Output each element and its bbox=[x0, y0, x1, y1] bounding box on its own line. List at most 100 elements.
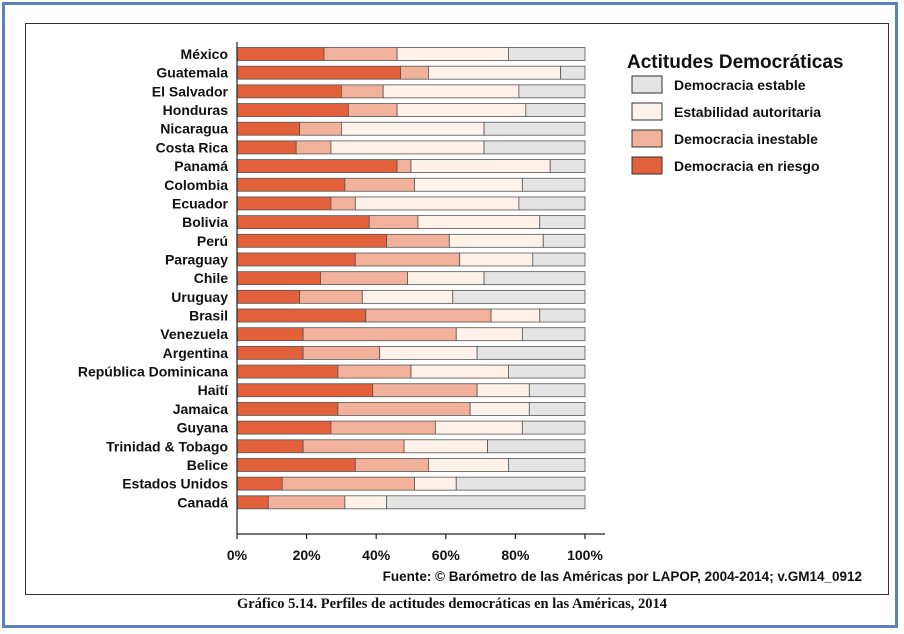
bar-segment-canada-democracia-estable bbox=[386, 495, 586, 510]
bar-segment-colombia-democracia-estable bbox=[521, 177, 586, 192]
bar-segment-belice-democracia-inestable bbox=[354, 458, 429, 472]
category-label-panama: Panamá bbox=[174, 158, 228, 174]
bar-segment-honduras-democracia-inestable bbox=[347, 103, 398, 117]
x-tick-label: 60% bbox=[432, 547, 461, 563]
bar-segment-mexico-democracia-inestable bbox=[323, 47, 398, 61]
figure-caption: Gráfico 5.14. Perfiles de actitudes demo… bbox=[236, 596, 668, 612]
bar-segment-belice-democracia-estable bbox=[508, 458, 586, 472]
bar-segment-honduras-democracia-estable bbox=[525, 103, 586, 117]
bar-segment-trinidad-tobago-democracia-estable bbox=[487, 439, 586, 454]
category-label-costa-rica: Costa Rica bbox=[156, 139, 229, 155]
category-label-honduras: Honduras bbox=[163, 102, 229, 118]
legend-label-democracia-estable: Democracia estable bbox=[674, 77, 806, 93]
bar-segment-belice-estabilidad-autoritaria bbox=[427, 458, 509, 472]
legend-swatch-estabilidad-autoritaria bbox=[631, 102, 663, 121]
category-label-el-salvador: El Salvador bbox=[152, 83, 229, 99]
bar-segment-chile-democracia-estable bbox=[483, 271, 586, 286]
bar-segment-haiti-democracia-en-riesgo bbox=[236, 383, 374, 398]
bar-segment-nicaragua-democracia-inestable bbox=[299, 121, 342, 136]
bar-segment-guyana-democracia-en-riesgo bbox=[236, 420, 332, 435]
legend-swatch-democracia-en-riesgo bbox=[631, 156, 663, 175]
bar-segment-colombia-democracia-inestable bbox=[344, 177, 415, 192]
bar-segment-el-salvador-democracia-estable bbox=[518, 84, 586, 99]
bar-segment-ecuador-democracia-en-riesgo bbox=[236, 196, 332, 211]
legend-title: Actitudes Democráticas bbox=[627, 52, 843, 73]
bar-segment-haiti-democracia-inestable bbox=[372, 383, 478, 398]
bar-segment-nicaragua-estabilidad-autoritaria bbox=[340, 121, 485, 136]
bar-segment-bolivia-democracia-inestable bbox=[368, 215, 419, 230]
bar-segment-mexico-democracia-en-riesgo bbox=[236, 47, 325, 61]
bar-segment-guyana-estabilidad-autoritaria bbox=[434, 420, 523, 435]
bar-segment-colombia-democracia-en-riesgo bbox=[236, 177, 346, 192]
bar-segment-argentina-democracia-estable bbox=[476, 345, 586, 360]
category-label-paraguay: Paraguay bbox=[165, 251, 228, 267]
bar-segment-peru-democracia-inestable bbox=[386, 233, 450, 248]
chart-panel: México Guatemala El Salvador Honduras Nicara… bbox=[25, 23, 889, 595]
bar-segment-colombia-estabilidad-autoritaria bbox=[414, 177, 523, 192]
category-label-guatemala: Guatemala bbox=[156, 65, 228, 81]
bar-segment-republica-dominicana-democracia-estable bbox=[508, 364, 586, 379]
bar-segment-panama-democracia-en-riesgo bbox=[236, 159, 398, 173]
bar-segment-panama-estabilidad-autoritaria bbox=[410, 159, 551, 173]
bar-segment-brasil-democracia-en-riesgo bbox=[236, 308, 367, 323]
bar-segment-guatemala-estabilidad-autoritaria bbox=[427, 65, 562, 80]
category-label-bolivia: Bolivia bbox=[182, 214, 228, 230]
bar-segment-venezuela-estabilidad-autoritaria bbox=[455, 327, 523, 342]
bar-segment-argentina-democracia-inestable bbox=[302, 345, 381, 360]
category-label-canada: Canadá bbox=[177, 494, 228, 510]
bar-segment-guatemala-democracia-estable bbox=[560, 65, 586, 80]
bar-segment-bolivia-estabilidad-autoritaria bbox=[417, 215, 541, 230]
bar-segment-el-salvador-estabilidad-autoritaria bbox=[382, 84, 520, 99]
category-label-mexico: México bbox=[181, 46, 228, 62]
bar-segment-chile-estabilidad-autoritaria bbox=[407, 271, 485, 286]
bar-segment-chile-democracia-inestable bbox=[320, 271, 408, 286]
bar-segment-panama-democracia-inestable bbox=[396, 159, 412, 173]
bar-segment-trinidad-tobago-democracia-inestable bbox=[302, 439, 405, 454]
bar-segment-costa-rica-democracia-en-riesgo bbox=[236, 140, 297, 155]
category-label-guyana: Guyana bbox=[177, 420, 229, 436]
category-label-estados-unidos: Estados Unidos bbox=[122, 476, 228, 492]
bar-segment-ecuador-democracia-inestable bbox=[330, 196, 356, 211]
bar-segment-uruguay-estabilidad-autoritaria bbox=[361, 289, 454, 304]
x-tick-label: 20% bbox=[293, 547, 322, 563]
bar-segment-trinidad-tobago-democracia-en-riesgo bbox=[236, 439, 304, 454]
bar-segment-costa-rica-democracia-inestable bbox=[295, 140, 332, 155]
bar-segment-estados-unidos-democracia-inestable bbox=[281, 476, 415, 491]
category-label-ecuador: Ecuador bbox=[172, 195, 229, 211]
x-tick-label: 80% bbox=[501, 547, 530, 563]
bar-segment-paraguay-estabilidad-autoritaria bbox=[459, 252, 534, 267]
bar-segment-uruguay-democracia-estable bbox=[452, 289, 586, 304]
bar-segment-canada-democracia-en-riesgo bbox=[236, 495, 269, 510]
category-label-argentina: Argentina bbox=[163, 345, 229, 361]
bar-segment-guyana-democracia-estable bbox=[521, 420, 586, 435]
bar-segment-venezuela-democracia-estable bbox=[521, 327, 586, 342]
bar-segment-honduras-democracia-en-riesgo bbox=[236, 103, 349, 117]
category-label-venezuela: Venezuela bbox=[160, 326, 228, 342]
bar-segment-uruguay-democracia-inestable bbox=[299, 289, 363, 304]
bar-segment-bolivia-democracia-en-riesgo bbox=[236, 215, 370, 230]
bar-segment-argentina-estabilidad-autoritaria bbox=[379, 345, 478, 360]
category-label-uruguay: Uruguay bbox=[171, 289, 228, 305]
bar-segment-peru-estabilidad-autoritaria bbox=[448, 233, 544, 248]
category-label-peru: Perú bbox=[197, 233, 228, 249]
category-label-jamaica: Jamaica bbox=[173, 401, 228, 417]
bar-segment-paraguay-democracia-inestable bbox=[354, 252, 461, 267]
bar-segment-haiti-democracia-estable bbox=[528, 383, 586, 398]
bar-segment-ecuador-estabilidad-autoritaria bbox=[354, 196, 520, 211]
bar-segment-mexico-estabilidad-autoritaria bbox=[396, 47, 509, 61]
bar-segment-nicaragua-democracia-en-riesgo bbox=[236, 121, 301, 136]
legend-label-democracia-inestable: Democracia inestable bbox=[674, 131, 818, 147]
bar-segment-estados-unidos-estabilidad-autoritaria bbox=[414, 476, 457, 491]
bar-segment-belice-democracia-en-riesgo bbox=[236, 458, 356, 472]
bar-segment-guatemala-democracia-en-riesgo bbox=[236, 65, 401, 80]
bar-segment-peru-democracia-en-riesgo bbox=[236, 233, 388, 248]
bar-segment-jamaica-estabilidad-autoritaria bbox=[469, 402, 530, 416]
category-label-colombia: Colombia bbox=[164, 177, 228, 193]
bar-segment-jamaica-democracia-inestable bbox=[337, 402, 471, 416]
legend-label-democracia-en-riesgo: Democracia en riesgo bbox=[674, 158, 820, 174]
bar-segment-republica-dominicana-estabilidad-autoritaria bbox=[410, 364, 509, 379]
x-tick-label: 0% bbox=[227, 547, 248, 563]
category-label-belice: Belice bbox=[187, 457, 228, 473]
bar-segment-honduras-estabilidad-autoritaria bbox=[396, 103, 527, 117]
bar-segment-ecuador-democracia-estable bbox=[518, 196, 586, 211]
